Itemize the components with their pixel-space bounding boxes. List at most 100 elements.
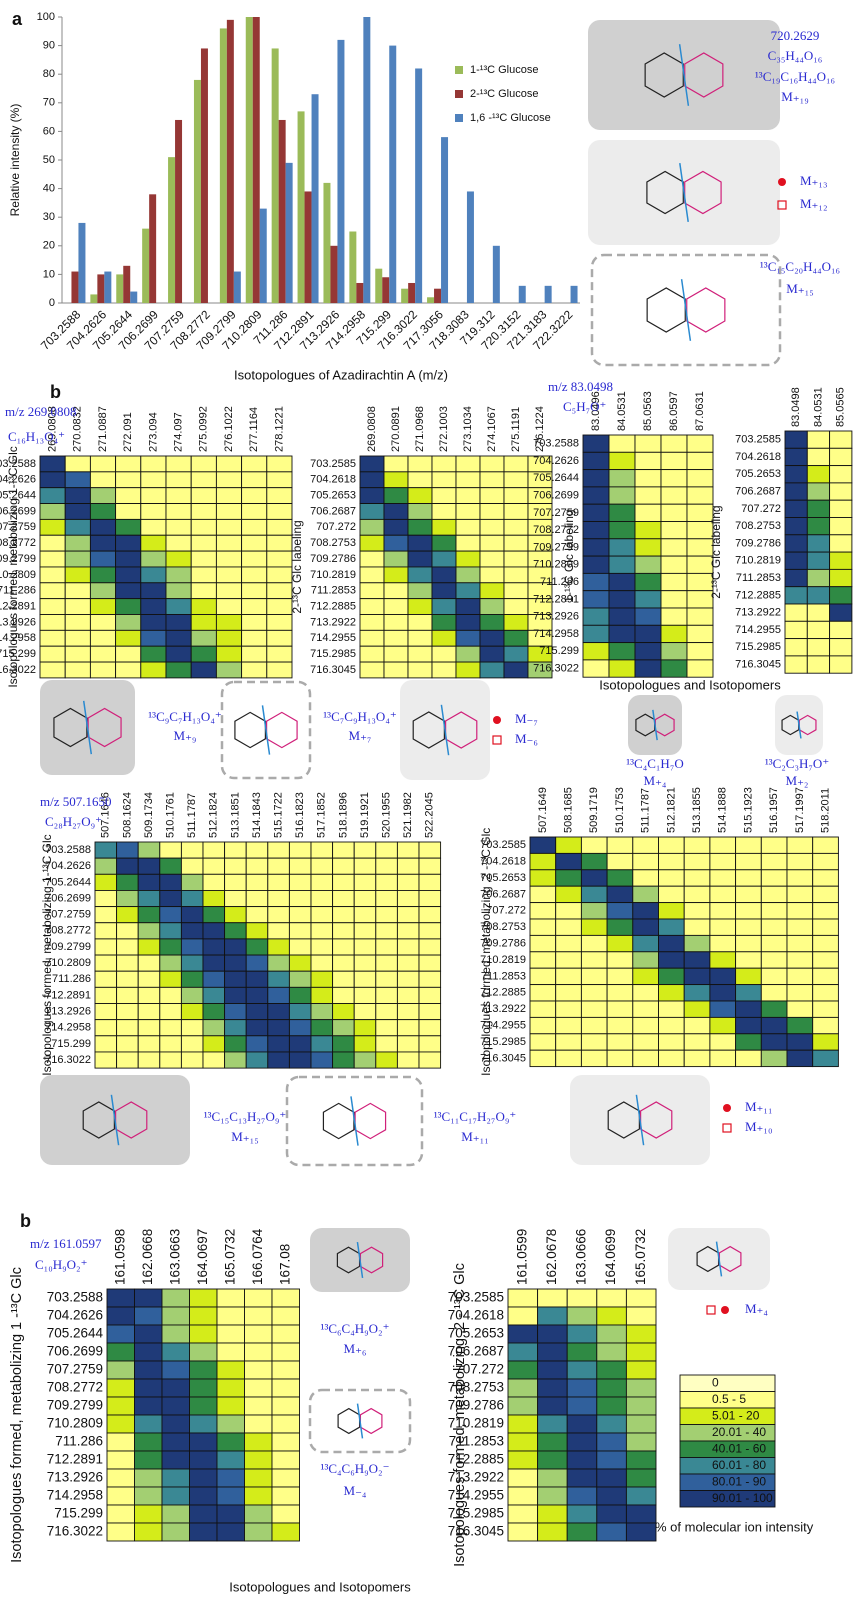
- heatmap-cell: [160, 1004, 182, 1020]
- structure-annotation: ¹³C₄C₆H₉O₂⁻: [321, 1461, 390, 1476]
- y-tick-label: 0: [49, 297, 55, 309]
- heatmap-cell: [419, 1036, 441, 1052]
- row-label: 710.2819: [310, 569, 356, 581]
- heatmap-cell: [710, 952, 736, 968]
- heatmap-cell: [456, 488, 480, 504]
- heatmap-cell: [245, 1505, 273, 1523]
- heatmap-cell: [242, 583, 267, 599]
- heatmap-cell: [538, 1487, 568, 1505]
- heatmap-cell: [538, 1415, 568, 1433]
- heatmap-cell: [217, 1523, 245, 1541]
- heatmap-cell: [217, 1307, 245, 1325]
- heatmap-cell: [354, 955, 376, 971]
- heatmap-cell: [65, 646, 90, 662]
- heatmap-cell: [556, 853, 582, 869]
- heatmap-cell: [203, 907, 225, 923]
- heatmap-cell: [567, 1307, 597, 1325]
- bar: [441, 137, 448, 303]
- heatmap-cell: [581, 1050, 607, 1066]
- heatmap-cell: [311, 907, 333, 923]
- heatmap-cell: [217, 1505, 245, 1523]
- heatmap-cell: [609, 435, 635, 452]
- heatmap-cell: [609, 470, 635, 487]
- heatmap-cell: [225, 1036, 247, 1052]
- heatmap-cell: [432, 456, 456, 472]
- heatmap-cell: [65, 662, 90, 678]
- heatmap-cell: [225, 955, 247, 971]
- heatmap-cell: [581, 968, 607, 984]
- heatmap-cell: [191, 599, 216, 615]
- heatmap-cell: [813, 919, 839, 935]
- heatmap-cell: [191, 615, 216, 631]
- heatmap-cell: [217, 1469, 245, 1487]
- heatmap-cell: [354, 971, 376, 987]
- structure-annotation: ¹³C₇C₉H₁₃O₄⁺: [323, 709, 396, 724]
- heatmap-cell: [333, 1036, 355, 1052]
- heatmap-cell: [508, 1415, 538, 1433]
- heatmap-cell: [807, 448, 829, 465]
- label-marker: [723, 1104, 731, 1112]
- heatmap-cell: [376, 971, 398, 987]
- heatmap-cell: [138, 1004, 160, 1020]
- heatmap-cell: [107, 1397, 135, 1415]
- heatmap-cell: [504, 646, 528, 662]
- legend-label: 0: [712, 1376, 719, 1390]
- heatmap-cell: [408, 630, 432, 646]
- heatmap-cell: [245, 1307, 273, 1325]
- row-label: 703.2588: [47, 1290, 103, 1305]
- heatmap-cell: [90, 662, 115, 678]
- heatmap-cell: [384, 599, 408, 615]
- bar: [356, 283, 363, 303]
- heatmap-cell: [761, 935, 787, 951]
- heatmap-cell: [160, 858, 182, 874]
- column-label: 277.1164: [248, 407, 260, 452]
- heatmap-cell: [397, 955, 419, 971]
- heatmap-cell: [583, 452, 609, 469]
- heatmap-cell: [607, 853, 633, 869]
- heatmap-cell: [785, 518, 807, 535]
- heatmap-cell: [508, 1379, 538, 1397]
- heatmap-cell: [160, 955, 182, 971]
- heatmap-cell: [216, 504, 241, 520]
- heatmap-cell: [787, 853, 813, 869]
- heatmap-cell: [311, 987, 333, 1003]
- heatmap-cell: [225, 923, 247, 939]
- column-label: 514.1888: [717, 787, 729, 833]
- heatmap-cell: [216, 630, 241, 646]
- row-label: 706.2699: [533, 489, 579, 501]
- legend-label: 20.01 - 40: [712, 1425, 766, 1439]
- bar: [168, 157, 175, 303]
- heatmap-cell: [376, 955, 398, 971]
- heatmap-cell: [556, 1001, 582, 1017]
- column-label: 518.2011: [819, 788, 831, 833]
- heatmap-cell: [246, 874, 268, 890]
- heatmap-cell: [687, 435, 713, 452]
- heatmap-cell: [556, 886, 582, 902]
- bar: [175, 120, 182, 303]
- heatmap-cell: [245, 1289, 273, 1307]
- heatmap-cell: [333, 939, 355, 955]
- heatmap-cell: [242, 488, 267, 504]
- structure-annotation: M₊₁₉: [781, 89, 809, 104]
- heatmap-cell: [785, 466, 807, 483]
- heatmap-cell: [419, 1052, 441, 1068]
- heatmap-cell: [272, 1361, 300, 1379]
- heatmap-cell: [333, 874, 355, 890]
- heatmap-cell: [203, 1052, 225, 1068]
- heatmap-cell: [635, 452, 661, 469]
- heatmap-cell: [597, 1433, 627, 1451]
- heatmap-cell: [397, 939, 419, 955]
- heatmap-cell: [607, 935, 633, 951]
- heatmap-cell: [181, 1052, 203, 1068]
- legend-label: 80.01 - 90: [712, 1475, 766, 1489]
- heatmap-cell: [181, 1036, 203, 1052]
- heatmap-cell: [360, 488, 384, 504]
- heatmap-cell: [633, 886, 659, 902]
- row-label: 710.2809: [47, 1416, 103, 1431]
- heatmap-cell: [567, 1451, 597, 1469]
- heatmap-cell: [583, 539, 609, 556]
- heatmap-cell: [567, 1487, 597, 1505]
- heatmap-cell: [162, 1361, 190, 1379]
- heatmap-cell: [785, 535, 807, 552]
- heatmap-cell: [687, 452, 713, 469]
